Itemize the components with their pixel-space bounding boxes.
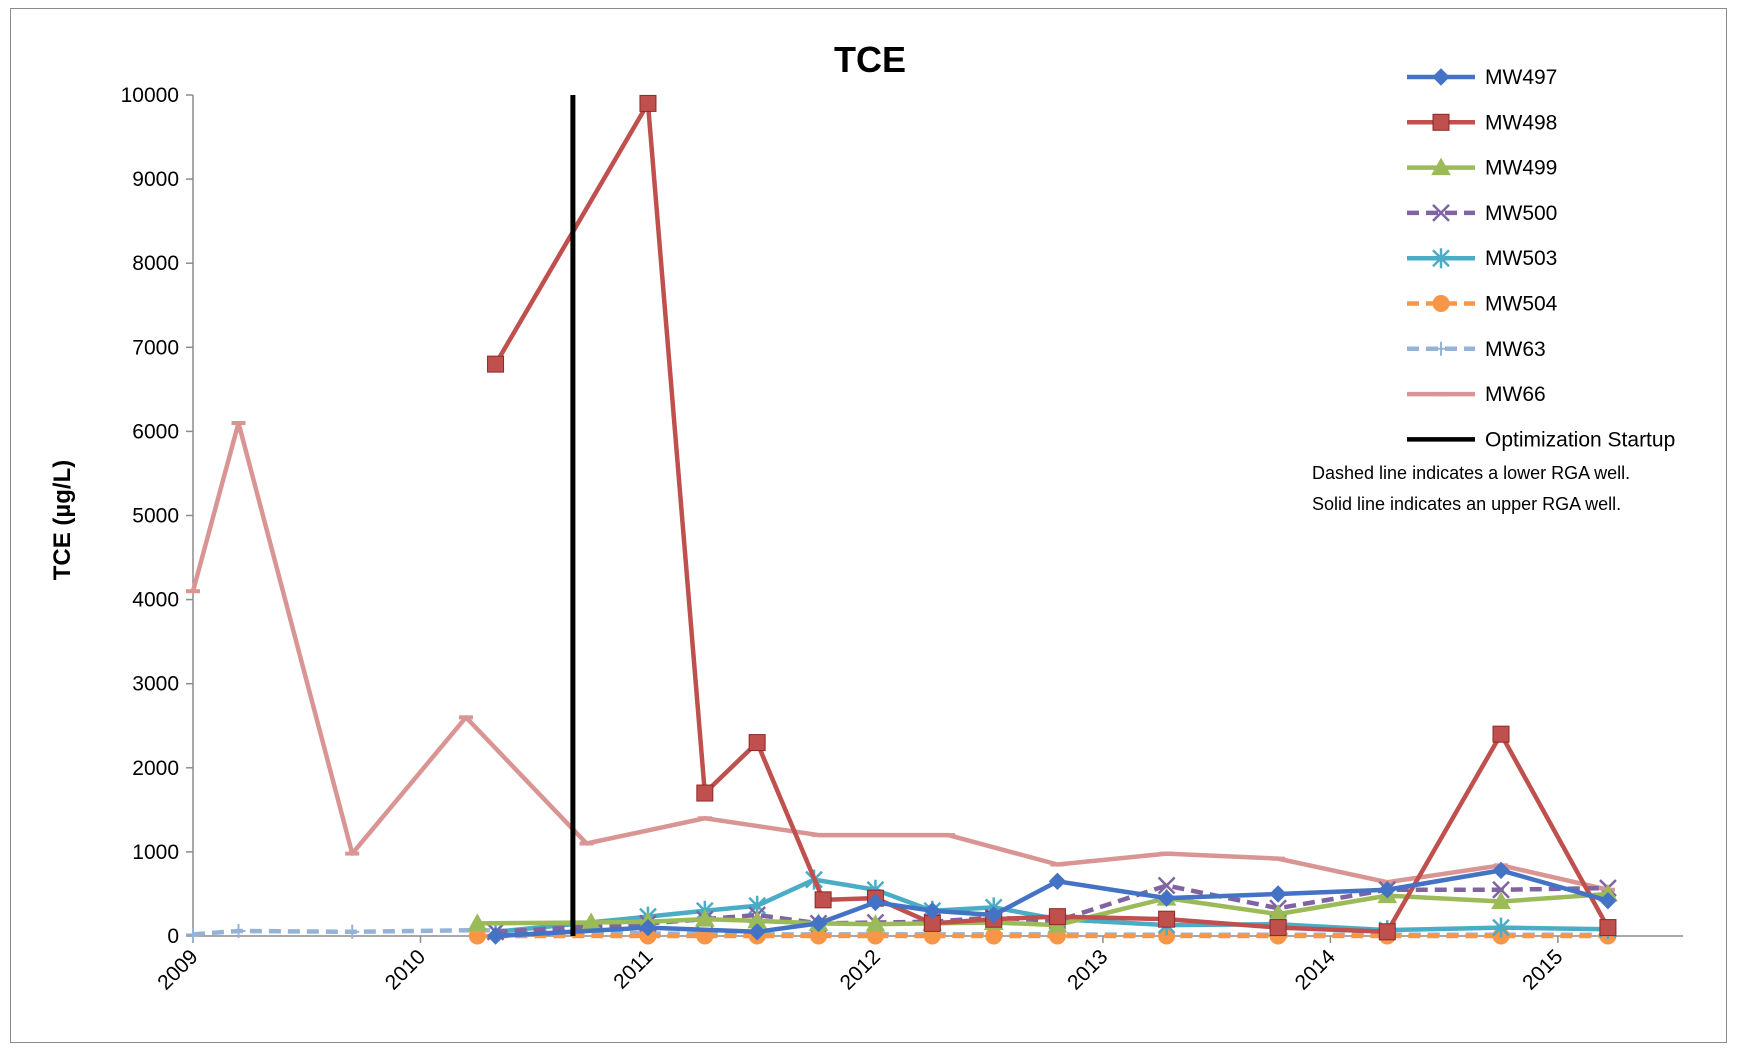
data-point-mw497: [639, 918, 657, 937]
data-point-mw498: [1269, 919, 1287, 937]
chart-frame: [10, 8, 1727, 1043]
data-point-mw497: [985, 906, 1003, 924]
data-point-mw499: [865, 914, 886, 932]
legend-label: MW503: [1485, 247, 1557, 270]
data-point-mw497: [1492, 861, 1510, 880]
legend-item: MW63: [1407, 338, 1546, 361]
data-point-mw500: [1492, 880, 1510, 899]
data-point-mw63: [186, 927, 200, 942]
legend-item: MW504: [1407, 293, 1558, 316]
legend-label: MW498: [1485, 111, 1557, 134]
legend-marker: [1432, 295, 1450, 312]
legend-label: MW63: [1485, 338, 1546, 361]
legend-marker: [1432, 113, 1450, 131]
data-point-mw498: [1158, 910, 1176, 928]
x-tick-label: 2013: [1063, 945, 1112, 994]
y-tick-label: 8000: [132, 252, 179, 275]
data-point-mw497: [486, 927, 505, 945]
data-point-mw498: [487, 355, 505, 373]
legend-label: MW499: [1485, 157, 1557, 180]
x-tick-label: 2009: [153, 945, 202, 994]
data-point-mw497: [748, 923, 766, 941]
y-tick-label: 4000: [132, 589, 179, 612]
data-point-mw497: [1599, 891, 1617, 910]
legend-label: MW500: [1485, 202, 1557, 225]
legend-item: MW498: [1407, 111, 1557, 134]
legend-item: MW503: [1407, 247, 1557, 270]
note-lower-rga: Dashed line indicates a lower RGA well.: [1312, 463, 1630, 483]
data-point-mw497: [923, 902, 942, 920]
data-point-mw498: [639, 94, 657, 112]
data-point-mw63: [231, 923, 246, 938]
data-point-mw498: [696, 784, 714, 802]
legend: MW497 MW498 MW499 MW500 MW503 MW504 MW63 MW66 Op…: [1407, 66, 1675, 451]
data-point-mw498: [1378, 923, 1396, 941]
legend-item: MW499: [1407, 157, 1557, 180]
data-point-mw498: [748, 734, 766, 752]
series-line-mw498: [493, 101, 1610, 935]
series-mw498: [487, 94, 1617, 941]
data-point-mw498: [814, 891, 832, 909]
series-line-mw66: [190, 420, 1609, 892]
data-point-mw498: [1048, 908, 1066, 926]
x-tick-label: 2010: [381, 945, 430, 994]
data-point-mw498: [1599, 919, 1617, 937]
data-point-mw503: [1492, 917, 1510, 938]
y-tick-label: 10000: [121, 84, 179, 107]
series-mw497: [486, 861, 1617, 945]
y-tick-label: 6000: [132, 420, 179, 443]
series-lines: [186, 94, 1618, 945]
y-tick-label: 0: [167, 925, 179, 948]
data-point-mw504: [985, 927, 1003, 945]
legend-item: MW66: [1407, 383, 1546, 406]
series-mw66: [186, 420, 1615, 892]
y-axis-label: TCE (µg/L): [49, 460, 76, 580]
y-tick-label: 2000: [132, 757, 179, 780]
legend-marker: [1432, 248, 1450, 269]
y-tick-label: 7000: [132, 336, 179, 359]
x-tick-label: 2011: [609, 945, 657, 993]
legend-item: MW500: [1407, 202, 1557, 225]
data-point-mw499: [467, 913, 488, 931]
data-point-mw63: [345, 924, 360, 939]
legend-marker: [1432, 68, 1450, 86]
data-point-mw497: [809, 914, 828, 933]
legend-marker: [1431, 157, 1451, 176]
y-tick-label: 3000: [132, 673, 179, 696]
data-point-mw498: [1492, 725, 1510, 743]
data-point-mw499: [694, 909, 715, 927]
data-point-mw497: [866, 893, 885, 912]
legend-label: Optimization Startup: [1485, 428, 1675, 451]
y-tick-label: 5000: [132, 505, 179, 528]
legend-item: Optimization Startup: [1407, 428, 1675, 451]
legend-item: MW497: [1407, 66, 1557, 89]
data-point-mw499: [1491, 891, 1511, 910]
data-point-mw497: [1157, 889, 1176, 907]
chart-title: TCE: [834, 39, 906, 80]
legend-label: MW497: [1485, 66, 1557, 89]
y-tick-label: 9000: [132, 168, 179, 191]
data-point-mw497: [1048, 872, 1067, 891]
legend-label: MW504: [1485, 293, 1558, 316]
legend-label: MW66: [1485, 383, 1546, 406]
x-tick-label: 2014: [1291, 945, 1341, 995]
data-point-mw497: [1269, 885, 1287, 903]
legend-marker: [1432, 204, 1450, 222]
x-tick-label: 2015: [1518, 945, 1567, 994]
x-tick-label: 2012: [836, 945, 885, 994]
data-point-mw500: [1157, 876, 1176, 895]
legend-marker: [1434, 341, 1448, 356]
data-point-mw497: [1378, 881, 1396, 899]
y-tick-label: 1000: [132, 841, 179, 864]
note-upper-rga: Solid line indicates an upper RGA well.: [1312, 494, 1621, 514]
